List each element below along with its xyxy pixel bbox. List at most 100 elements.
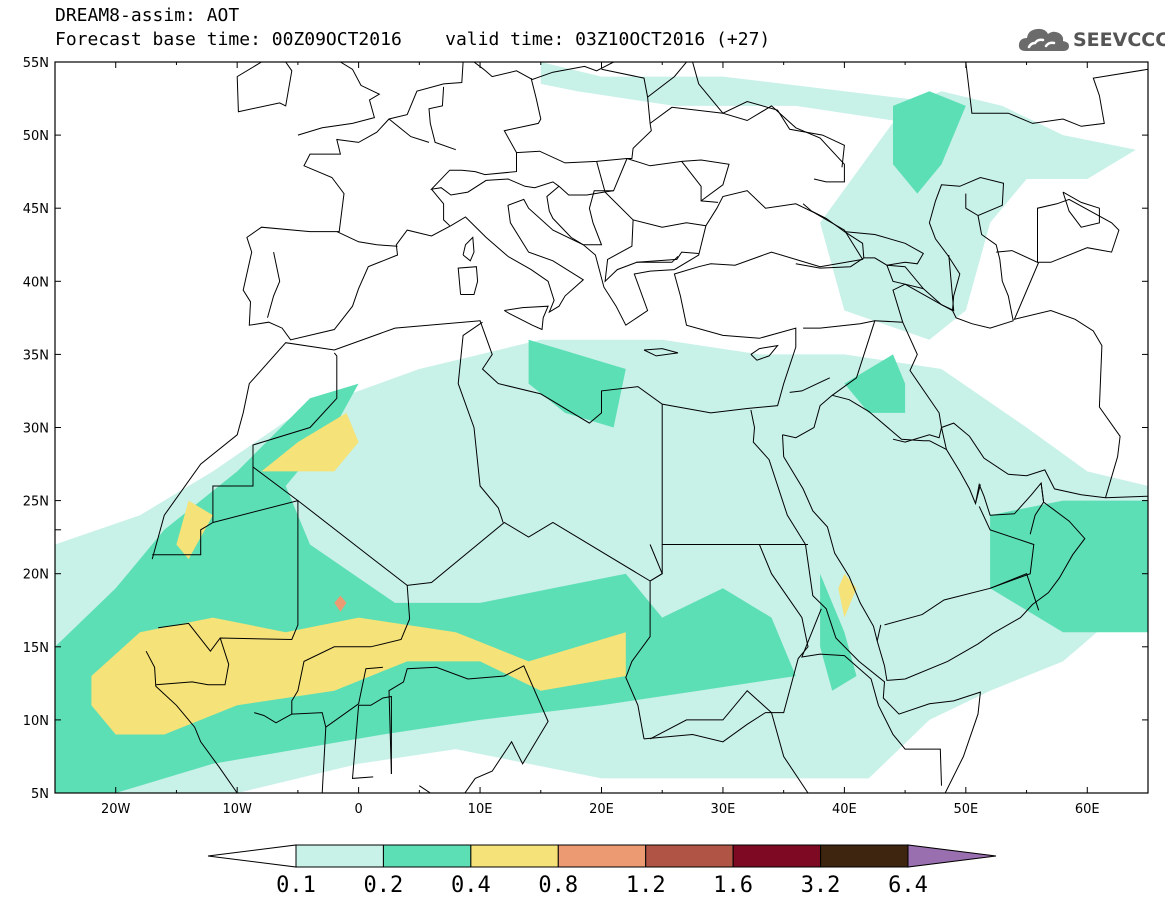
lon-label: 40E: [832, 802, 857, 817]
lon-label: 10E: [468, 802, 493, 817]
country-border-20: [388, 665, 549, 793]
country-border-52: [876, 624, 882, 642]
colorbar-label: 1.6: [713, 873, 753, 898]
coastline-12: [795, 203, 865, 269]
country-border-18: [643, 544, 809, 743]
coastline-13: [928, 176, 1014, 329]
country-border-41: [647, 62, 688, 98]
coastline-10: [750, 409, 981, 793]
coastline-6: [457, 266, 479, 295]
logo-text: SEEVCCC: [1073, 29, 1165, 51]
colorbar-label: 0.1: [276, 873, 316, 898]
lat-label: 50N: [23, 129, 49, 144]
country-border-21: [358, 695, 392, 774]
map-title: DREAM8-assim: AOT: [55, 5, 240, 26]
country-border-39: [681, 159, 730, 202]
aot-contours: [55, 62, 1148, 793]
coastline-1: [297, 62, 381, 136]
country-border-17: [801, 608, 942, 786]
colorbar-segment: [382, 844, 472, 868]
colorbar-segment: [295, 844, 384, 868]
lat-label: 20N: [23, 568, 49, 583]
country-border-8: [649, 689, 809, 793]
country-border-25: [155, 637, 230, 686]
lat-label: 10N: [23, 714, 49, 729]
aot-region-0.4-0.8-11: [176, 500, 213, 560]
colorbar-right-arrow: [907, 844, 997, 868]
colorbar: 0.1 0.2 0.4 0.8 1.2 1.6 3.2 6.4: [207, 844, 997, 898]
aot-region-0.4-0.8-12: [838, 573, 857, 618]
lat-label: 25N: [23, 495, 49, 510]
coastline-7: [462, 236, 475, 262]
country-border-24: [254, 712, 293, 724]
aot-region-0.2-0.4-4: [820, 573, 857, 691]
country-border-9: [649, 544, 663, 582]
aot-region-0.2-0.4-7: [844, 354, 906, 413]
country-border-15: [884, 573, 1040, 626]
lat-label: 45N: [23, 202, 49, 217]
country-border-27: [626, 158, 719, 203]
coastline-15: [145, 650, 238, 793]
country-border-42: [844, 231, 924, 266]
lat-label: 55N: [23, 56, 49, 71]
country-border-31: [388, 118, 430, 143]
country-border-40: [649, 100, 845, 168]
coastline-8: [643, 348, 679, 357]
coastline-2: [236, 62, 293, 113]
country-border-28: [430, 152, 628, 196]
country-border-45: [965, 62, 1148, 127]
country-border-5: [457, 321, 483, 428]
country-border-29: [431, 188, 451, 227]
latitude-axis: 5N 10N 15N 20N 25N 30N 35N 40N 45N 50N 55N: [23, 56, 1148, 802]
colorbar-label: 6.4: [888, 873, 928, 898]
coastline-0: [151, 62, 864, 560]
coastline-14: [1062, 191, 1100, 228]
lon-label: 20E: [589, 802, 614, 817]
coastline-5: [504, 305, 549, 331]
lon-label: 50E: [953, 802, 978, 817]
coastline-9: [750, 344, 779, 361]
country-border-38: [546, 185, 584, 246]
country-border-19: [291, 585, 411, 729]
coastline-11: [782, 422, 1148, 681]
colorbar-segment: [470, 844, 559, 868]
country-border-23: [321, 727, 327, 793]
aot-region-0.4-0.8-9: [91, 617, 626, 735]
colorbar-label: 1.2: [626, 873, 666, 898]
lat-label: 35N: [23, 348, 49, 363]
country-border-43: [886, 264, 925, 290]
lon-label: 60E: [1075, 802, 1100, 817]
country-border-49: [929, 440, 947, 450]
colorbar-left-arrow: [207, 844, 297, 868]
aot-region-0.2-0.4-5: [990, 500, 1148, 633]
forecast-times: Forecast base time: 00Z09OCT2016 valid t…: [55, 29, 771, 50]
country-border-12: [803, 320, 875, 329]
cloud-icon: [1018, 28, 1069, 51]
colorbar-label: 3.2: [801, 873, 841, 898]
aot-region-0.8-1.2-13: [334, 595, 347, 612]
colorbar-label: 0.2: [364, 873, 404, 898]
lat-label: 40N: [23, 275, 49, 290]
aot-region-0.4-0.8-10: [261, 412, 359, 472]
seevccc-logo: SEEVCCC: [1018, 24, 1165, 56]
country-border-44: [922, 254, 955, 312]
country-border-33: [267, 251, 281, 318]
colorbar-segment: [557, 844, 647, 868]
country-border-16: [978, 506, 1035, 589]
country-border-37: [583, 190, 614, 246]
country-border-11: [789, 377, 831, 393]
coastline-3: [473, 62, 614, 81]
longitude-axis: 20W 10W 0 10E 20E 30E 40E 50E 60E: [54, 62, 1149, 817]
country-border-36: [636, 256, 679, 263]
country-border-32: [336, 231, 398, 247]
lon-label: 30E: [711, 802, 736, 817]
country-border-30: [428, 86, 456, 151]
lat-label: 30N: [23, 422, 49, 437]
country-border-3: [252, 466, 651, 739]
coastlines-borders: [55, 62, 1148, 793]
country-border-0: [252, 352, 338, 462]
country-border-2: [158, 499, 299, 653]
lat-label: 5N: [31, 787, 49, 802]
country-border-22: [351, 705, 374, 779]
